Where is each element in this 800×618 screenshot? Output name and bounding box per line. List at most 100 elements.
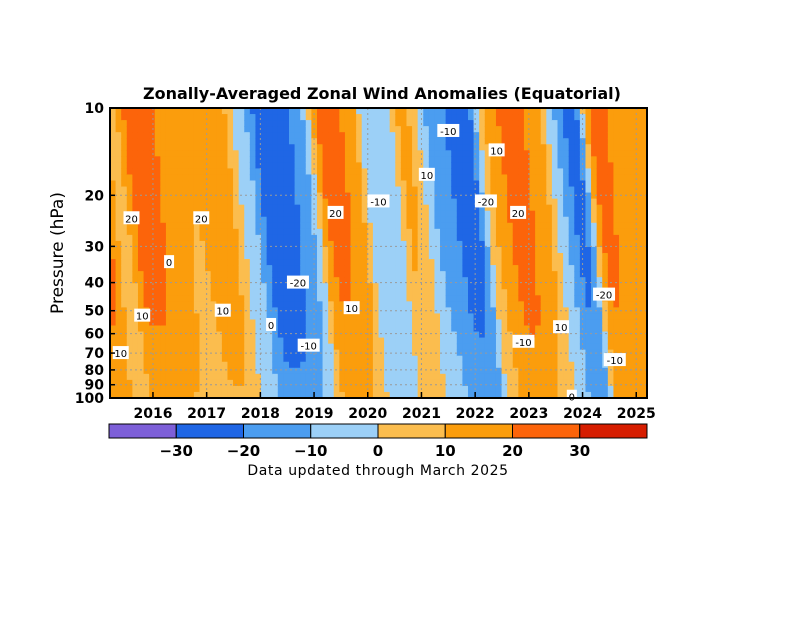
- contour-cell: [272, 228, 279, 236]
- contour-cell: [283, 120, 290, 127]
- y-tick-label: 70: [85, 346, 105, 362]
- contour-cell: [160, 349, 167, 357]
- contour-cell: [177, 192, 184, 200]
- contour-cell: [367, 186, 374, 194]
- contour-cell: [328, 222, 335, 230]
- contour-cell: [193, 259, 201, 266]
- contour-cell: [149, 265, 156, 272]
- contour-cell: [350, 367, 357, 375]
- contour-cell: [630, 150, 637, 157]
- contour-cell: [149, 361, 156, 369]
- contour-cell: [602, 325, 609, 333]
- contour-cell: [216, 373, 223, 381]
- contour-cell: [283, 162, 290, 170]
- contour-cell: [339, 246, 346, 254]
- contour-cell: [126, 391, 133, 399]
- colorbar: −30 −20 −10 0 10 20 30: [108, 423, 648, 460]
- contour-cell: [356, 174, 363, 182]
- contour-cell: [255, 126, 262, 133]
- contour-cell: [551, 367, 559, 375]
- contour-cell: [423, 126, 430, 133]
- contour-cell: [233, 319, 240, 327]
- contour-cell: [563, 361, 570, 369]
- contour-cell: [372, 373, 380, 381]
- colorbar-label: −20: [227, 442, 260, 460]
- contour-cell: [619, 313, 626, 321]
- contour-cell: [244, 319, 251, 327]
- contour-cell: [199, 313, 206, 321]
- contour-cell: [328, 168, 335, 176]
- contour-cell: [171, 337, 178, 345]
- contour-cell: [591, 168, 598, 176]
- contour-cell: [523, 289, 531, 296]
- contour-cell: [546, 156, 553, 163]
- contour-cell: [602, 156, 609, 163]
- contour-cell: [132, 367, 139, 375]
- contour-cell: [126, 385, 133, 393]
- contour-cell: [261, 108, 268, 115]
- contour-cell: [149, 301, 156, 308]
- contour-cell: [434, 265, 441, 272]
- contour-cell: [160, 192, 167, 200]
- contour-cell: [272, 331, 279, 339]
- contour-cell: [624, 120, 631, 127]
- contour-cell: [344, 228, 352, 236]
- contour-cell: [255, 234, 262, 242]
- contour-cell: [400, 373, 408, 381]
- contour-cell: [624, 186, 631, 194]
- contour-cell: [479, 349, 486, 357]
- contour-cell: [479, 391, 486, 399]
- contour-cell: [244, 234, 251, 242]
- contour-cell: [115, 361, 122, 369]
- contour-cell: [635, 204, 642, 212]
- contour-cell: [602, 228, 609, 236]
- contour-cell: [384, 126, 391, 133]
- contour-cell: [272, 210, 279, 218]
- contour-cell: [277, 355, 284, 363]
- contour-cell: [507, 367, 514, 375]
- contour-cell: [193, 277, 201, 284]
- contour-cell: [473, 240, 480, 248]
- contour-cell: [406, 162, 413, 170]
- contour-cell: [289, 259, 296, 266]
- contour-cell: [233, 283, 240, 290]
- x-axis-ticks: 2016 2017 2018 2019 2020 2021 2022 2023 2024 2025: [133, 392, 656, 422]
- contour-cell: [551, 265, 559, 272]
- contour-cell: [607, 331, 615, 339]
- contour-cell: [462, 204, 469, 212]
- contour-cell: [596, 120, 603, 127]
- contour-cell: [423, 246, 430, 254]
- contour-cell: [126, 186, 133, 194]
- contour-cell: [551, 204, 559, 212]
- contour-cell: [585, 331, 592, 339]
- contour-cell: [479, 210, 486, 218]
- contour-cell: [244, 283, 251, 290]
- contour-cell: [367, 144, 374, 151]
- contour-cell: [199, 331, 206, 339]
- contour-cell: [490, 277, 497, 284]
- contour-cell: [579, 373, 587, 381]
- contour-cell: [283, 379, 290, 387]
- contour-cell: [607, 313, 615, 321]
- contour-cell: [249, 156, 257, 163]
- contour-cell: [233, 234, 240, 242]
- contour-cell: [400, 289, 408, 296]
- contour-cell: [344, 385, 352, 393]
- contour-cell: [322, 162, 329, 170]
- contour-cell: [557, 331, 564, 339]
- contour-cell: [149, 204, 156, 212]
- contour-cell: [546, 325, 553, 333]
- contour-cell: [121, 168, 128, 176]
- contour-label-bg: [134, 308, 151, 322]
- contour-cell: [641, 343, 648, 351]
- contour-cell: [540, 246, 547, 254]
- contour-cell: [277, 313, 284, 321]
- contour-cell: [490, 271, 497, 278]
- contour-cell: [188, 198, 195, 206]
- contour-cell: [456, 295, 463, 302]
- contour-cell: [557, 174, 564, 182]
- contour-cell: [126, 162, 133, 170]
- contour-cell: [350, 108, 357, 115]
- contour-cell: [591, 186, 598, 194]
- contour-cell: [272, 234, 279, 242]
